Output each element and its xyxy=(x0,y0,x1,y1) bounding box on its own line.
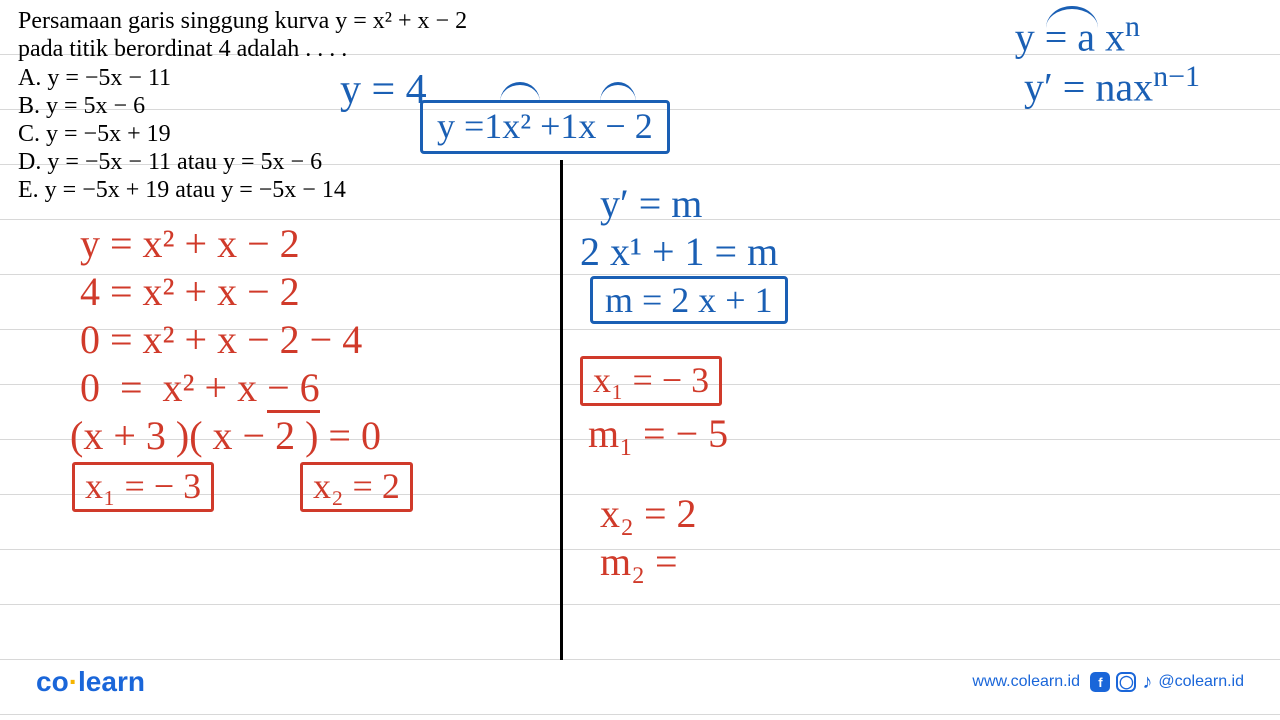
option-d: D. y = −5x − 11 atau y = 5x − 6 xyxy=(18,148,322,176)
tiktok-icon: ♪ xyxy=(1142,671,1152,694)
footer-socials: f ◯ ♪ @colearn.id xyxy=(1090,671,1244,694)
instagram-icon: ◯ xyxy=(1116,672,1136,692)
brand-logo: co·learn xyxy=(36,666,145,698)
hw-x2-box: x₂ = 2 xyxy=(300,462,413,512)
hw-right-3: m = 2 x + 1 xyxy=(590,276,788,324)
hw-x2-right: x₂ = 2 xyxy=(600,490,697,537)
option-a: A. y = −5x − 11 xyxy=(18,64,171,92)
hw-left-4: 0 = x² + x − 6 xyxy=(80,364,320,411)
footer: co·learn www.colearn.id f ◯ ♪ @colearn.i… xyxy=(0,662,1280,702)
hw-left-3: 0 = x² + x − 2 − 4 xyxy=(80,316,362,363)
question-line-2: pada titik berordinat 4 adalah . . . . xyxy=(18,36,347,63)
hw-x1-box: x₁ = − 3 xyxy=(72,462,214,512)
formula-derivative: y′ = naxn−1 xyxy=(1024,60,1200,110)
hw-left-5: (x + 3 )( x − 2 ) = 0 xyxy=(70,412,381,459)
footer-handle: @colearn.id xyxy=(1158,673,1244,691)
option-e: E. y = −5x + 19 atau y = −5x − 14 xyxy=(18,176,346,204)
option-c: C. y = −5x + 19 xyxy=(18,120,171,148)
vertical-divider xyxy=(560,160,563,660)
option-b: B. y = 5x − 6 xyxy=(18,92,145,120)
hw-equation-box: y =1x² +1x − 2 xyxy=(420,100,670,154)
hw-m1: m₁ = − 5 xyxy=(588,410,728,457)
hw-y-equals-4: y = 4 xyxy=(340,66,427,114)
question-line-1: Persamaan garis singgung kurva y = x² + … xyxy=(18,8,467,35)
hw-right-2: 2 x¹ + 1 = m xyxy=(580,228,778,275)
facebook-icon: f xyxy=(1090,672,1110,692)
hw-x1-right: x₁ = − 3 xyxy=(580,356,722,406)
hw-left-2: 4 = x² + x − 2 xyxy=(80,268,300,315)
hw-right-1: y′ = m xyxy=(600,180,702,227)
hw-m2: m₂ = xyxy=(600,538,678,585)
hw-left-1: y = x² + x − 2 xyxy=(80,220,300,267)
footer-url: www.colearn.id xyxy=(972,673,1080,691)
